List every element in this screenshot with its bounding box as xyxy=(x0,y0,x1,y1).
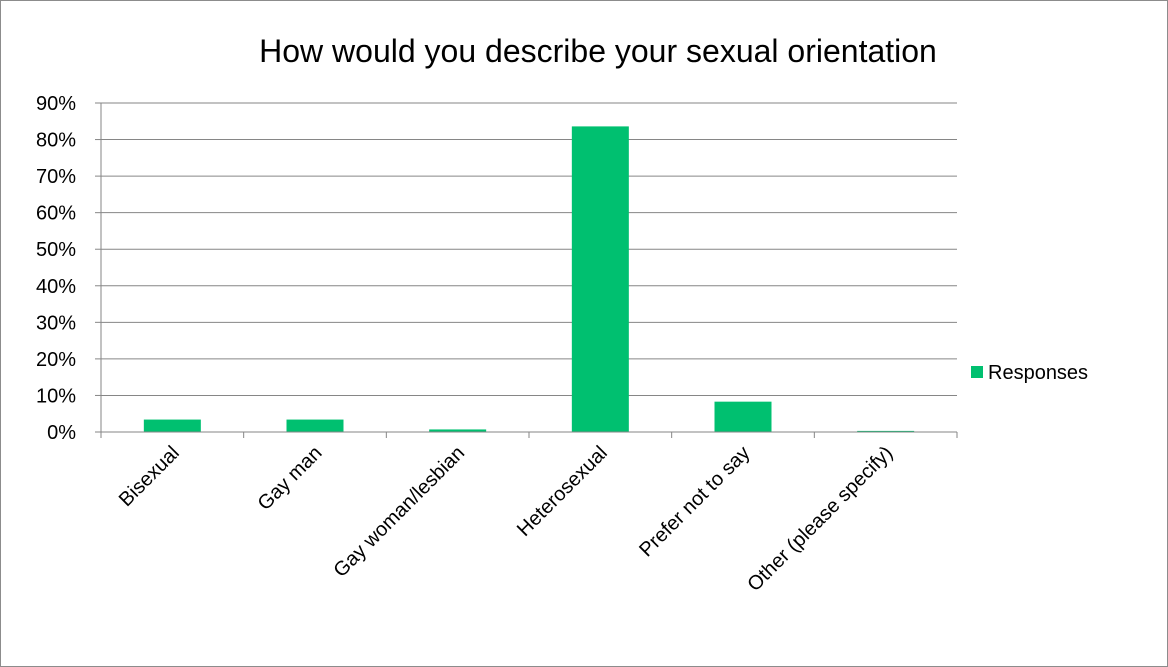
legend: Responses xyxy=(971,362,1088,384)
x-category-label: Gay man xyxy=(254,442,327,515)
bar-gay-man xyxy=(286,419,344,432)
x-category-label: Gay woman/lesbian xyxy=(329,442,469,582)
y-axis: 0% 10% 20% 30% 40% 50% 60% 70% 80% 90% xyxy=(36,93,102,444)
y-tick-label: 50% xyxy=(36,239,76,261)
legend-swatch-responses xyxy=(971,366,983,378)
y-tick-label: 40% xyxy=(36,276,76,298)
y-tick-label: 10% xyxy=(36,385,76,407)
y-tick-label: 30% xyxy=(36,312,76,334)
x-category-label: Heterosexual xyxy=(513,442,612,541)
chart-title: How would you describe your sexual orien… xyxy=(259,33,937,69)
bar-heterosexual xyxy=(571,126,629,432)
bar-bisexual xyxy=(143,419,201,432)
y-tick-label: 90% xyxy=(36,93,76,115)
bar-prefer-not-to-say xyxy=(714,401,772,432)
bars xyxy=(143,126,915,432)
y-tick-label: 70% xyxy=(36,166,76,188)
x-category-label: Prefer not to say xyxy=(635,442,754,561)
gridlines xyxy=(101,102,957,396)
bar-gay-woman-lesbian xyxy=(429,429,487,432)
x-category-label: Other (please specify) xyxy=(743,442,897,596)
legend-label-responses: Responses xyxy=(988,362,1088,384)
y-tick-label: 80% xyxy=(36,130,76,152)
y-tick-label: 60% xyxy=(36,203,76,225)
x-axis: Bisexual Gay man Gay woman/lesbian Heterose… xyxy=(100,431,958,596)
bar-other-please-specify xyxy=(857,430,915,432)
x-category-label: Bisexual xyxy=(115,442,184,511)
y-tick-label: 20% xyxy=(36,349,76,371)
y-tick-label: 0% xyxy=(47,422,76,444)
